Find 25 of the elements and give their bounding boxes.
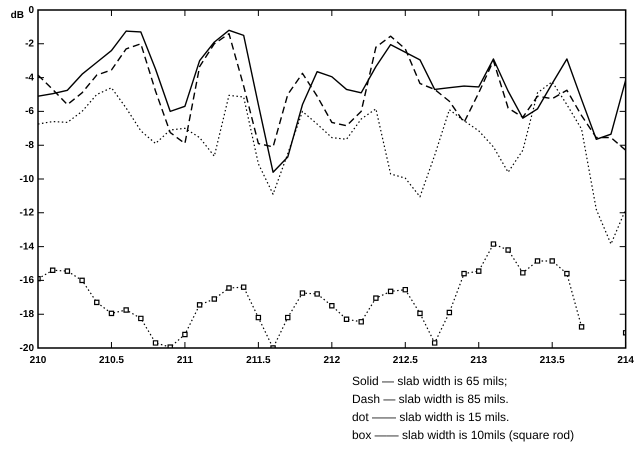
text: Dash — slab width is 85 mils.: [352, 391, 510, 408]
x-tick-label: 212: [323, 354, 341, 366]
y-tick-label: -2: [25, 38, 34, 50]
y-tick-label: -18: [20, 308, 34, 320]
text: box —— slab width is 10mils (square rod): [352, 427, 574, 444]
x-tick-label: 210.5: [98, 354, 124, 366]
x-tick-label: 213: [470, 354, 488, 366]
y-axis-title: dB: [10, 10, 24, 21]
x-tick-label: 211: [176, 354, 194, 366]
y-tick-label: -10: [20, 174, 34, 185]
x-tick-label: 212.5: [392, 354, 418, 366]
y-tick-label: -4: [25, 72, 34, 84]
y-tick-label: 0: [28, 4, 34, 16]
y-tick-label: -12: [20, 208, 34, 219]
y-tick-label: -16: [20, 275, 34, 286]
x-tick-label: 214: [617, 354, 634, 366]
text: Solid — slab width is 65 mils;: [352, 373, 508, 390]
x-tick-label: 210: [30, 354, 47, 366]
text: dot —— slab width is 15 mils.: [352, 409, 510, 426]
y-tick-label: -6: [25, 106, 34, 118]
y-tick-label: -20: [20, 342, 34, 354]
x-tick-label: 213.5: [540, 354, 566, 366]
y-tick-label: -14: [20, 241, 34, 252]
x-tick-label: 211.5: [246, 354, 272, 366]
y-tick-label: -8: [25, 140, 34, 151]
